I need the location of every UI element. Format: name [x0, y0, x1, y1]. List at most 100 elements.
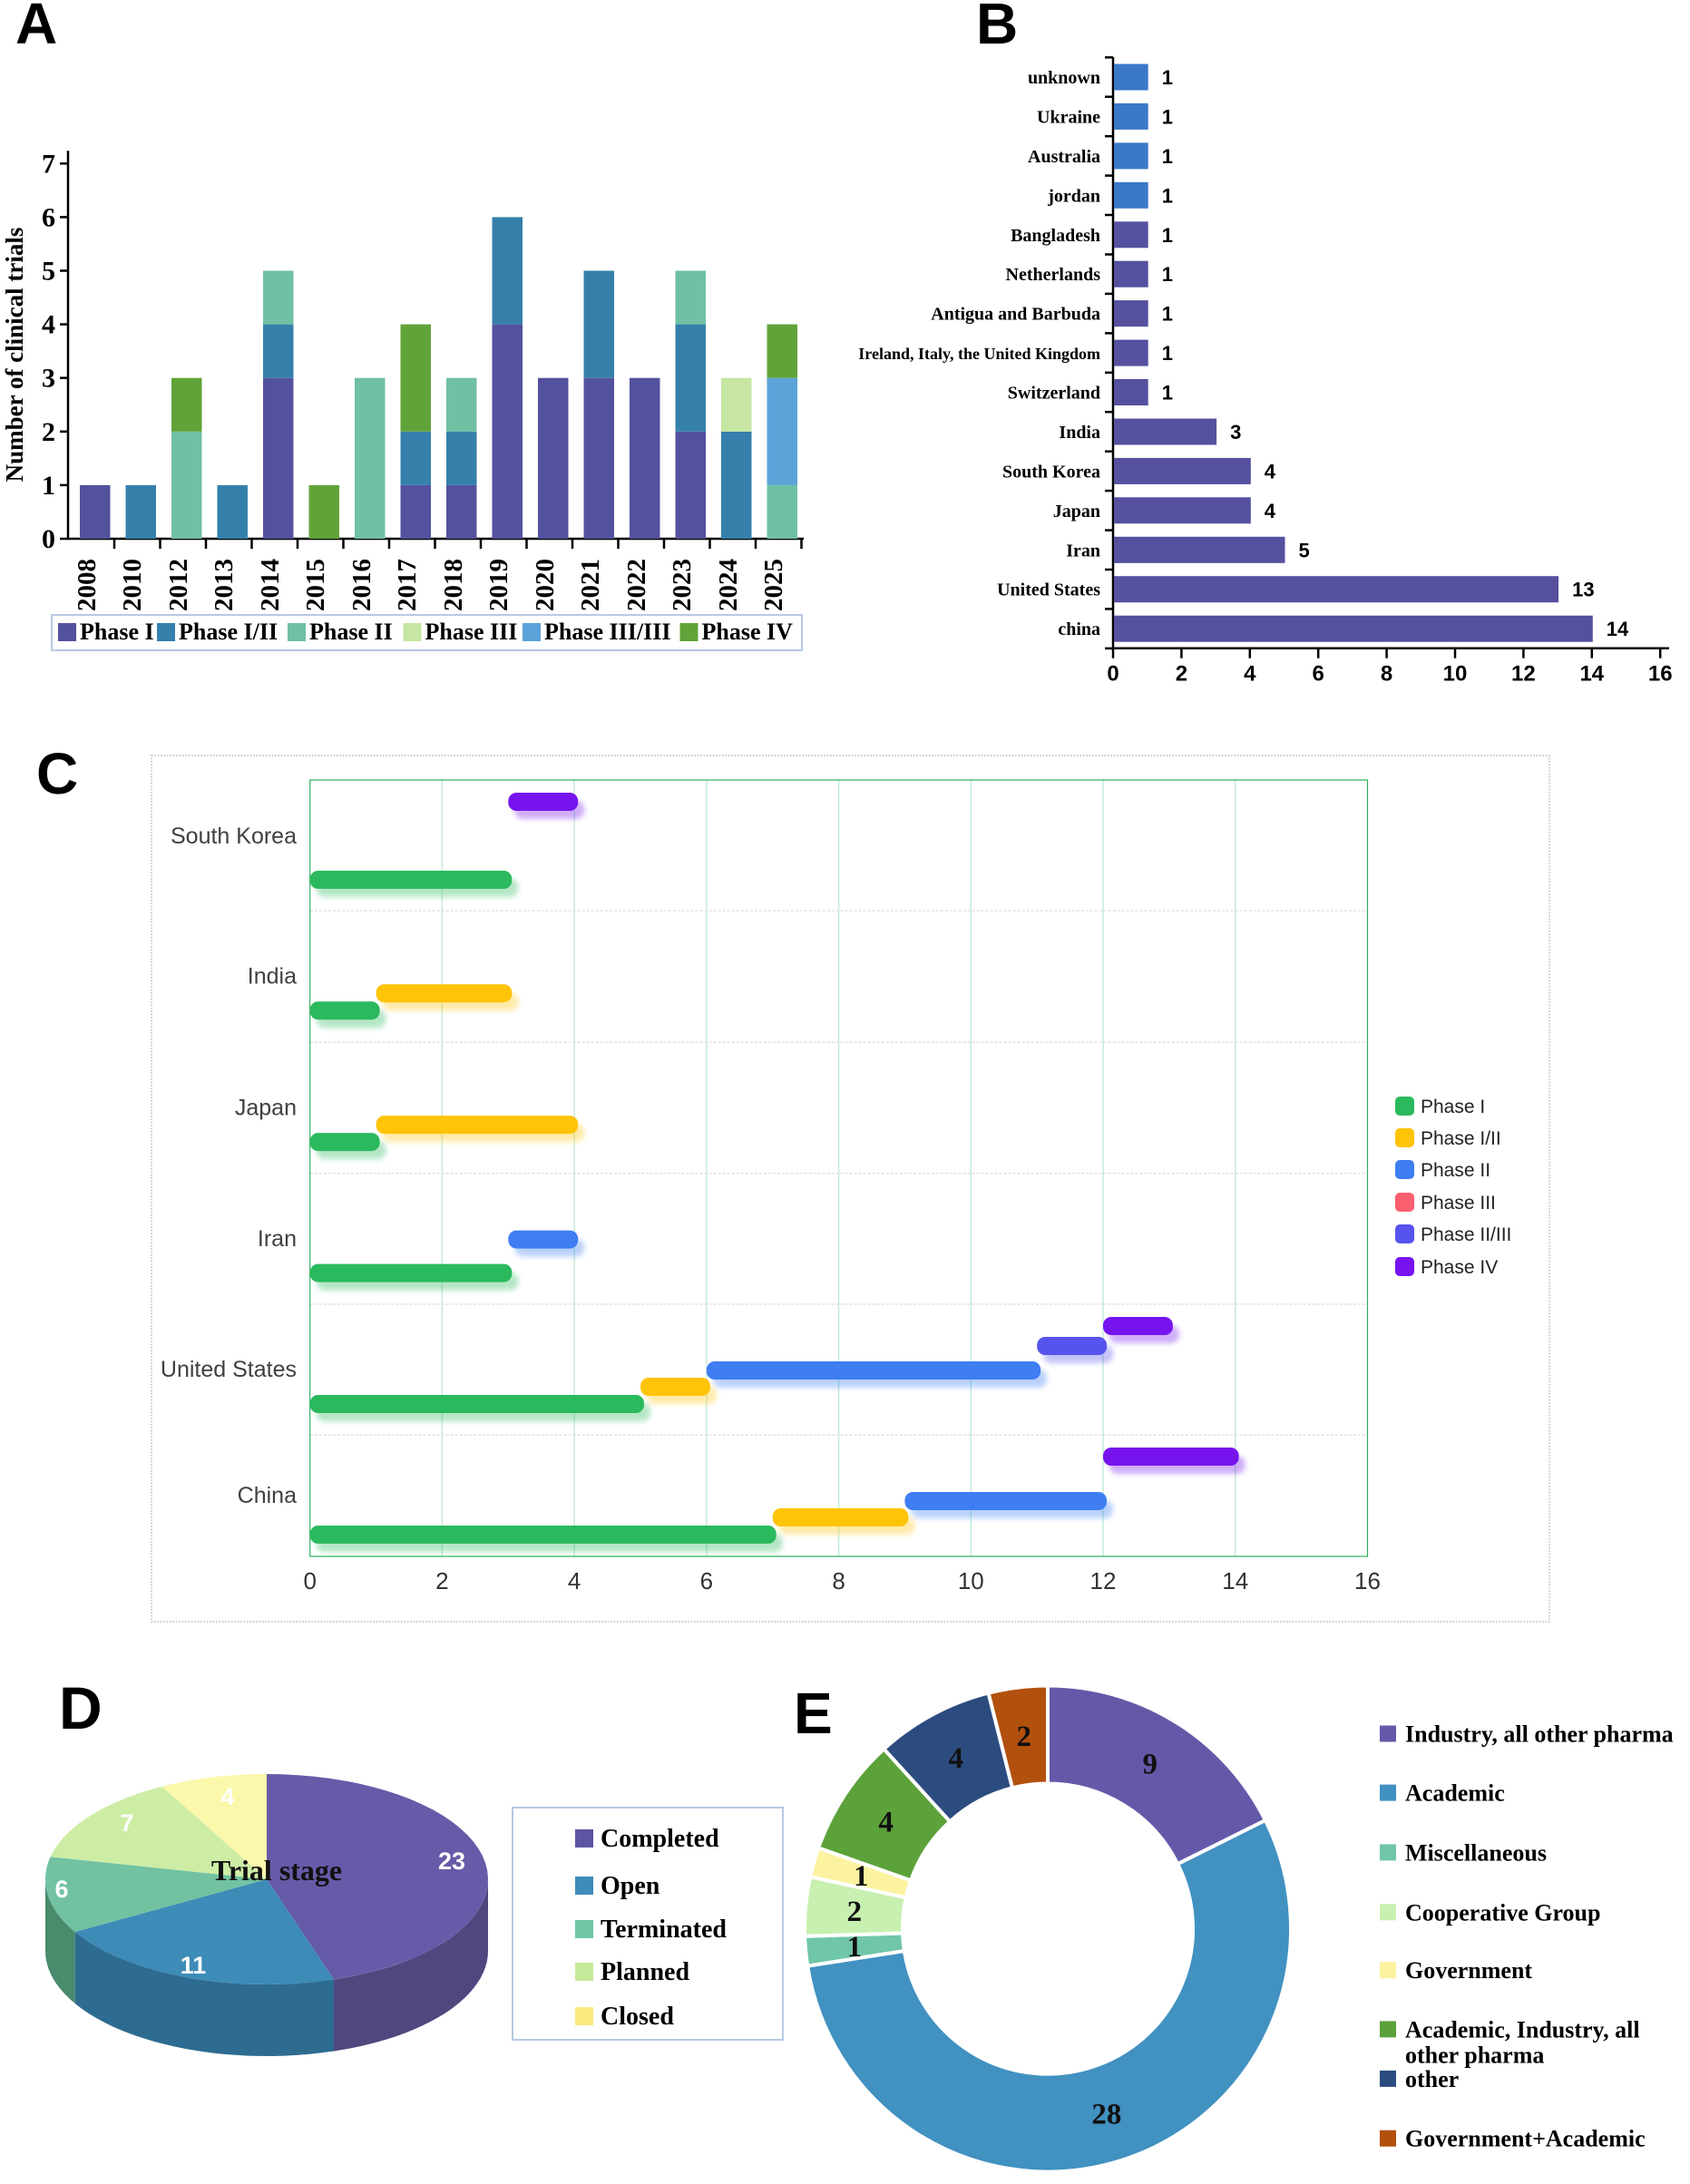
svg-text:4: 4 — [42, 310, 55, 340]
svg-text:United States: United States — [161, 1357, 297, 1382]
svg-text:7: 7 — [42, 149, 55, 179]
svg-text:South Korea: South Korea — [1002, 462, 1100, 482]
svg-text:2017: 2017 — [393, 559, 422, 611]
svg-text:6: 6 — [1313, 662, 1324, 687]
svg-text:4: 4 — [568, 1567, 581, 1594]
svg-text:2023: 2023 — [668, 559, 697, 611]
svg-text:Phase I/II: Phase I/II — [1421, 1128, 1501, 1149]
svg-text:8: 8 — [832, 1567, 845, 1594]
svg-text:2013: 2013 — [210, 559, 239, 611]
svg-text:India: India — [248, 964, 297, 990]
svg-text:2016: 2016 — [347, 559, 376, 611]
svg-text:1: 1 — [1162, 263, 1173, 286]
svg-text:Planned: Planned — [601, 1958, 689, 1986]
svg-text:Academic, Industry, all: Academic, Industry, all — [1405, 2016, 1640, 2043]
svg-text:China: China — [238, 1483, 297, 1508]
svg-text:2: 2 — [1176, 662, 1187, 687]
svg-text:7: 7 — [120, 1809, 133, 1837]
svg-text:Japan: Japan — [235, 1095, 297, 1120]
svg-text:6: 6 — [700, 1567, 713, 1594]
svg-text:14: 14 — [1579, 662, 1604, 687]
svg-text:Phase III: Phase III — [1421, 1193, 1496, 1214]
svg-text:B: B — [976, 0, 1018, 56]
svg-text:India: India — [1059, 423, 1100, 443]
svg-text:2008: 2008 — [73, 559, 102, 611]
svg-text:4: 4 — [878, 1806, 894, 1838]
svg-text:Miscellaneous: Miscellaneous — [1405, 1839, 1547, 1866]
svg-text:8: 8 — [1381, 662, 1392, 687]
svg-text:1: 1 — [42, 471, 55, 501]
svg-text:Antigua and Barbuda: Antigua and Barbuda — [931, 305, 1100, 325]
svg-text:12: 12 — [1511, 662, 1536, 687]
svg-text:14: 14 — [1222, 1567, 1248, 1594]
svg-text:2025: 2025 — [759, 559, 788, 611]
svg-text:1: 1 — [854, 1860, 869, 1893]
svg-text:4: 4 — [1244, 662, 1256, 687]
svg-text:6: 6 — [54, 1876, 68, 1903]
svg-text:Number of clinical trials: Number of clinical trials — [1, 228, 28, 483]
svg-text:4: 4 — [1265, 500, 1276, 522]
svg-text:other: other — [1405, 2066, 1459, 2092]
svg-text:Academic: Academic — [1405, 1780, 1505, 1807]
svg-text:5: 5 — [1299, 539, 1310, 561]
svg-text:23: 23 — [438, 1848, 465, 1875]
svg-text:10: 10 — [1443, 662, 1468, 687]
svg-text:E: E — [794, 1681, 833, 1746]
svg-text:Japan: Japan — [1053, 502, 1100, 522]
svg-text:9: 9 — [1142, 1749, 1158, 1781]
svg-text:11: 11 — [181, 1952, 207, 1979]
svg-text:Phase I/II: Phase I/II — [179, 619, 278, 645]
svg-text:13: 13 — [1572, 579, 1594, 601]
svg-text:Government+Academic: Government+Academic — [1405, 2126, 1646, 2152]
svg-text:2015: 2015 — [301, 559, 330, 611]
svg-text:1: 1 — [1162, 382, 1173, 405]
svg-text:1: 1 — [1162, 342, 1173, 365]
svg-text:Bangladesh: Bangladesh — [1011, 226, 1100, 246]
svg-text:Iran: Iran — [1066, 541, 1100, 561]
svg-text:4: 4 — [949, 1742, 964, 1775]
svg-text:28: 28 — [1091, 2098, 1121, 2130]
svg-text:4: 4 — [220, 1783, 234, 1810]
svg-text:14: 14 — [1607, 618, 1629, 640]
svg-text:0: 0 — [42, 524, 55, 554]
svg-text:Phase III: Phase III — [425, 619, 518, 645]
svg-text:1: 1 — [1162, 224, 1173, 247]
svg-text:South Korea: South Korea — [171, 824, 297, 849]
svg-text:Open: Open — [601, 1872, 660, 1900]
svg-text:unknown: unknown — [1028, 68, 1100, 88]
svg-text:Phase IV: Phase IV — [702, 619, 794, 645]
svg-text:Completed: Completed — [601, 1825, 719, 1853]
svg-text:other pharma: other pharma — [1405, 2042, 1544, 2068]
svg-text:5: 5 — [42, 257, 55, 287]
svg-text:Phase I: Phase I — [1421, 1097, 1485, 1117]
svg-text:2021: 2021 — [576, 559, 605, 611]
svg-text:2018: 2018 — [439, 559, 468, 611]
svg-text:2: 2 — [435, 1567, 448, 1594]
svg-text:4: 4 — [1265, 460, 1276, 483]
svg-text:Cooperative Group: Cooperative Group — [1405, 1899, 1600, 1926]
svg-text:0: 0 — [1107, 662, 1119, 687]
svg-text:Netherlands: Netherlands — [1006, 265, 1101, 285]
svg-text:Closed: Closed — [601, 2003, 674, 2031]
svg-text:1: 1 — [1162, 145, 1173, 168]
svg-text:3: 3 — [1230, 421, 1241, 444]
svg-text:2010: 2010 — [118, 559, 147, 611]
svg-text:2: 2 — [42, 417, 55, 447]
svg-text:A: A — [15, 0, 57, 56]
svg-text:1: 1 — [1162, 303, 1173, 326]
svg-text:12: 12 — [1090, 1567, 1117, 1594]
svg-text:10: 10 — [958, 1567, 984, 1594]
svg-text:0: 0 — [303, 1567, 316, 1594]
svg-text:1: 1 — [1162, 184, 1173, 207]
svg-text:2019: 2019 — [484, 559, 513, 611]
svg-text:Ukraine: Ukraine — [1037, 107, 1100, 127]
svg-text:2014: 2014 — [256, 559, 285, 611]
svg-text:6: 6 — [42, 202, 55, 232]
svg-text:Iran: Iran — [258, 1226, 297, 1252]
svg-text:Switzerland: Switzerland — [1008, 384, 1100, 404]
svg-text:Trial stage: Trial stage — [211, 1854, 342, 1887]
svg-text:2022: 2022 — [622, 559, 651, 611]
svg-text:Ireland, Italy, the United Kin: Ireland, Italy, the United Kingdom — [858, 345, 1100, 363]
svg-text:3: 3 — [42, 364, 55, 394]
svg-text:2024: 2024 — [714, 559, 743, 611]
